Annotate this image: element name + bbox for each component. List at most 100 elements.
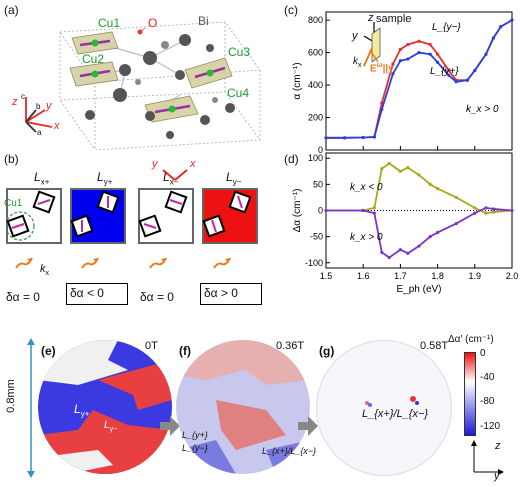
data-point-c-1 [398,59,402,63]
panel-label-f: (f) [178,344,192,358]
inset-polarization: Eω||y [370,62,394,75]
data-point-d-1 [428,235,432,239]
ytick-label-c: 200 [308,113,323,123]
data-point-d-0 [454,195,458,200]
data-point-c-1 [473,68,477,73]
atom-label-bi: Bi [198,14,209,28]
domain-plaquettes-lxp [6,190,56,241]
light-wave-1 [15,257,33,269]
data-point-d-1 [372,211,376,215]
data-point-d-1 [406,251,410,255]
field-label-036t: 0.36T [276,340,305,352]
panel-label-a: (a) [4,3,19,17]
data-point-d-0 [484,211,488,215]
domain-axis-x: x [190,158,196,170]
panel-label-g: (g) [318,344,336,358]
colorbar-tick-0: 0 [480,348,486,359]
axis-x-label: x [54,120,60,132]
annotation-c: k_x > 0 [466,104,499,115]
series-label-c-0: L_{y−} [432,22,461,33]
series-label-d-0: k_x < 0 [350,182,383,193]
panel-label-e: (e) [40,344,57,358]
data-point-d-0 [436,186,440,191]
delta-4: δα > 0 [204,286,238,300]
data-point-d-1 [380,250,384,254]
data-point-d-0 [428,182,432,186]
data-point-c-1 [428,52,432,56]
image-e-label-a: Ly+ [74,402,90,419]
data-point-c-1 [380,107,384,112]
domain-plaquettes-lym [202,190,252,238]
colorbar-title: Δα′ (cm⁻¹) [448,334,494,345]
site-label-cu4: Cu4 [227,86,250,100]
colorbar-tick-2: -80 [480,396,495,407]
light-wave-2 [81,257,99,269]
xtick-label-d: 2.0 [506,271,519,281]
data-point-c-0 [406,42,410,47]
data-point-d-1 [510,208,514,213]
axis-c-label: c [21,92,25,101]
data-point-d-1 [473,211,477,215]
colorbar [464,352,476,436]
image-e-label-b: Ly− [104,420,118,433]
data-point-c-0 [398,47,402,51]
data-point-c-1 [465,78,469,82]
delta-2-box [66,283,128,305]
data-point-c-0 [447,68,451,73]
field-label-058t: 0.58T [420,340,449,352]
site-label-cu3: Cu3 [228,45,251,59]
colorbar-tick-3: -120 [480,421,501,432]
domain-plaquettes-lxm [138,190,188,238]
data-point-c-0 [428,42,432,47]
site-label-cu2: Cu2 [82,52,105,66]
data-point-d-1 [454,221,458,226]
image-disc-058t [316,340,452,476]
series-label-d-1: k_x > 0 [350,232,383,243]
field-label-0t: 0T [145,340,158,352]
delta-1: δα = 0 [6,290,40,304]
data-point-d-0 [372,206,376,210]
data-point-d-0 [406,166,410,170]
axis-y-label: y [46,100,52,112]
image-g-label: L_{x+}/L_{x−} [362,408,429,420]
crystal-structure [25,21,261,150]
domain-axes [162,169,188,181]
scale-arrow [27,338,35,478]
data-point-d-1 [387,255,391,260]
data-point-c-0 [417,39,421,43]
light-wave-3 [149,257,167,269]
data-point-c-1 [447,73,451,77]
data-point-c-1 [454,80,458,84]
panel-label-d: (d) [284,152,299,166]
inset-y: y [352,30,358,42]
image-axis-z: z [495,440,501,452]
ytick-label-d: -50 [310,232,323,242]
data-point-c-1 [436,60,440,64]
xtick-label-d: 1.7 [394,271,407,281]
axis-a-label: a [37,128,42,137]
data-point-d-0 [417,173,421,177]
ytick-label-c: 600 [308,48,323,58]
panel-label-b: (b) [4,152,19,166]
data-point-d-1 [417,244,421,248]
data-point-d-1 [361,208,365,213]
data-point-d-1 [491,207,495,211]
ylabel-c: α (cm⁻¹) [292,62,303,99]
ytick-label-c: 800 [308,15,323,25]
data-point-d-1 [398,248,402,252]
inset-sample-diagram [363,22,381,67]
domain-label-lxp: Lx+ [34,170,50,187]
data-point-c-1 [324,136,328,140]
domain-label-lym: Ly− [226,170,242,187]
image-f-label-0: L_{y+} [182,430,208,440]
xtick-label-d: 1.5 [320,271,333,281]
data-point-d-0 [380,167,384,171]
ytick-label-d: 50 [313,179,323,189]
colorbar-tick-1: -40 [480,372,495,383]
data-point-c-1 [343,136,347,140]
ytick-label-c: 400 [308,80,323,90]
delta-3: δα = 0 [140,290,174,304]
series-label-c-1: L_{y+} [430,66,459,77]
data-point-c-1 [391,72,395,76]
xtick-label-d: 1.8 [431,271,444,281]
